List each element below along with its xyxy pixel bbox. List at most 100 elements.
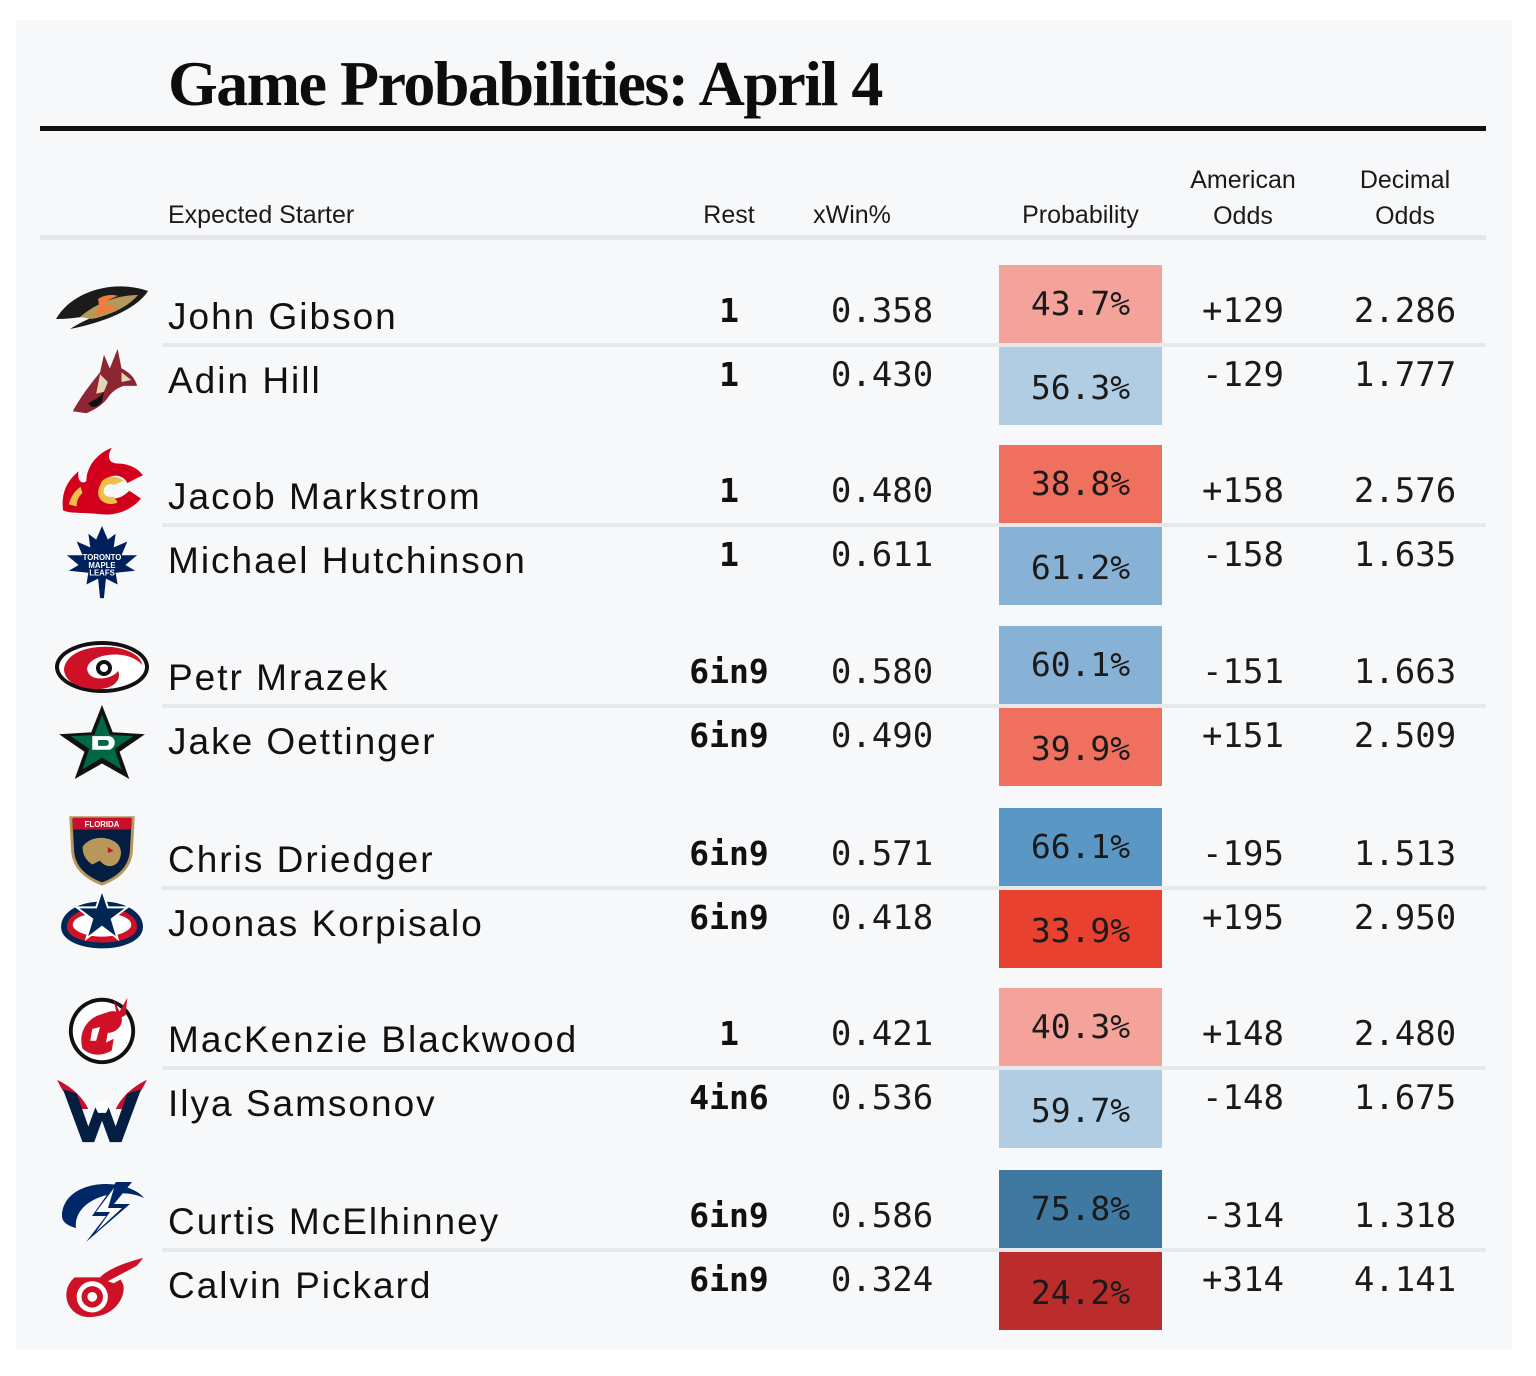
decimal-odds-value: 2.576	[1353, 471, 1457, 511]
probability-cell: 39.9%	[999, 708, 1162, 786]
american-odds-value: +314	[1202, 1260, 1284, 1300]
decimal-odds-value: 2.480	[1353, 1014, 1457, 1054]
svg-text:FLORIDA: FLORIDA	[85, 820, 120, 829]
decimal-odds-value: 1.318	[1353, 1196, 1457, 1236]
american-odds-value: +151	[1202, 716, 1284, 756]
probability-cell: 40.3%	[999, 988, 1162, 1066]
american-odds-value: -129	[1202, 355, 1284, 395]
row-divider	[162, 704, 1486, 708]
anaheim-ducks-icon	[52, 268, 152, 346]
rest-value: 6in9	[689, 1196, 769, 1235]
calgary-flames-icon	[52, 442, 152, 520]
american-odds-value: +158	[1202, 471, 1284, 511]
decimal-odds-value: 1.675	[1353, 1078, 1457, 1118]
american-odds-value: +129	[1202, 291, 1284, 331]
starter-name: John Gibson	[168, 296, 398, 337]
starter-name: Curtis McElhinney	[168, 1201, 501, 1242]
header-xwin: xWin%	[813, 201, 891, 229]
xwin-value: 0.490	[830, 716, 934, 756]
probability-cell: 66.1%	[999, 808, 1162, 886]
xwin-value: 0.418	[830, 898, 934, 938]
rest-value: 1	[719, 291, 739, 330]
header-expected-starter: Expected Starter	[168, 201, 355, 229]
xwin-value: 0.586	[830, 1196, 934, 1236]
header-rest: Rest	[703, 201, 755, 229]
decimal-odds-value: 1.513	[1353, 834, 1457, 874]
detroit-red-wings-icon	[52, 1252, 152, 1330]
header-decimal-line1: Decimal	[1359, 166, 1451, 194]
table-card	[16, 20, 1512, 1350]
columbus-blue-jackets-icon	[52, 884, 152, 962]
decimal-odds-value: 4.141	[1353, 1260, 1457, 1300]
rest-value: 6in9	[689, 652, 769, 691]
xwin-value: 0.611	[830, 535, 934, 575]
xwin-value: 0.536	[830, 1078, 934, 1118]
rest-value: 6in9	[689, 1260, 769, 1299]
american-odds-value: -151	[1202, 652, 1284, 692]
decimal-odds-value: 1.635	[1353, 535, 1457, 575]
starter-name: Jacob Markstrom	[168, 476, 482, 517]
header-probability: Probability	[1022, 201, 1139, 229]
american-odds-value: -195	[1202, 834, 1284, 874]
starter-name: Calvin Pickard	[168, 1265, 433, 1306]
tampa-bay-lightning-icon	[52, 1172, 152, 1250]
washington-capitals-icon	[52, 1070, 152, 1148]
xwin-value: 0.480	[830, 471, 934, 511]
florida-panthers-icon: FLORIDA	[52, 808, 152, 886]
row-divider	[162, 1066, 1486, 1070]
row-divider	[162, 886, 1486, 890]
arizona-coyotes-icon	[52, 343, 152, 421]
decimal-odds-value: 1.777	[1353, 355, 1457, 395]
probability-cell: 43.7%	[999, 265, 1162, 343]
toronto-maple-leafs-icon: TORONTO MAPLE LEAFS	[52, 524, 152, 602]
probability-cell: 38.8%	[999, 445, 1162, 523]
starter-name: Chris Driedger	[168, 839, 435, 880]
new-jersey-devils-icon	[52, 990, 152, 1068]
rest-value: 1	[719, 355, 739, 394]
probability-cell: 60.1%	[999, 626, 1162, 704]
rest-value: 6in9	[689, 898, 769, 937]
probability-cell: 75.8%	[999, 1170, 1162, 1248]
starter-name: Michael Hutchinson	[168, 540, 527, 581]
header-american-line2: Odds	[1213, 202, 1273, 230]
xwin-value: 0.324	[830, 1260, 934, 1300]
title-divider	[40, 126, 1486, 131]
row-divider	[162, 343, 1486, 347]
rest-value: 4in6	[689, 1078, 769, 1117]
starter-name: Joonas Korpisalo	[168, 903, 484, 944]
probability-cell: 59.7%	[999, 1070, 1162, 1148]
probability-cell: 61.2%	[999, 527, 1162, 605]
header-decimal-line2: Odds	[1375, 202, 1435, 230]
xwin-value: 0.580	[830, 652, 934, 692]
header-divider	[40, 235, 1486, 240]
starter-name: Petr Mrazek	[168, 657, 390, 698]
american-odds-value: -314	[1202, 1196, 1284, 1236]
carolina-hurricanes-icon	[52, 628, 152, 706]
dallas-stars-icon	[52, 703, 152, 781]
decimal-odds-value: 2.950	[1353, 898, 1457, 938]
xwin-value: 0.571	[830, 834, 934, 874]
rest-value: 6in9	[689, 716, 769, 755]
decimal-odds-value: 2.509	[1353, 716, 1457, 756]
xwin-value: 0.358	[830, 291, 934, 331]
xwin-value: 0.421	[830, 1014, 934, 1054]
starter-name: Adin Hill	[168, 360, 322, 401]
svg-text:LEAFS: LEAFS	[89, 569, 115, 578]
svg-text:MAPLE: MAPLE	[88, 561, 115, 570]
decimal-odds-value: 1.663	[1353, 652, 1457, 692]
probability-cell: 33.9%	[999, 890, 1162, 968]
chart-title: Game Probabilities: April 4	[168, 48, 883, 119]
american-odds-value: +195	[1202, 898, 1284, 938]
american-odds-value: +148	[1202, 1014, 1284, 1054]
xwin-value: 0.430	[830, 355, 934, 395]
starter-name: MacKenzie Blackwood	[168, 1019, 579, 1060]
rest-value: 1	[719, 471, 739, 510]
svg-text:TORONTO: TORONTO	[83, 553, 122, 562]
american-odds-value: -148	[1202, 1078, 1284, 1118]
decimal-odds-value: 2.286	[1353, 291, 1457, 331]
starter-name: Jake Oettinger	[168, 721, 437, 762]
rest-value: 6in9	[689, 834, 769, 873]
starter-name: Ilya Samsonov	[168, 1083, 437, 1124]
rest-value: 1	[719, 535, 739, 574]
